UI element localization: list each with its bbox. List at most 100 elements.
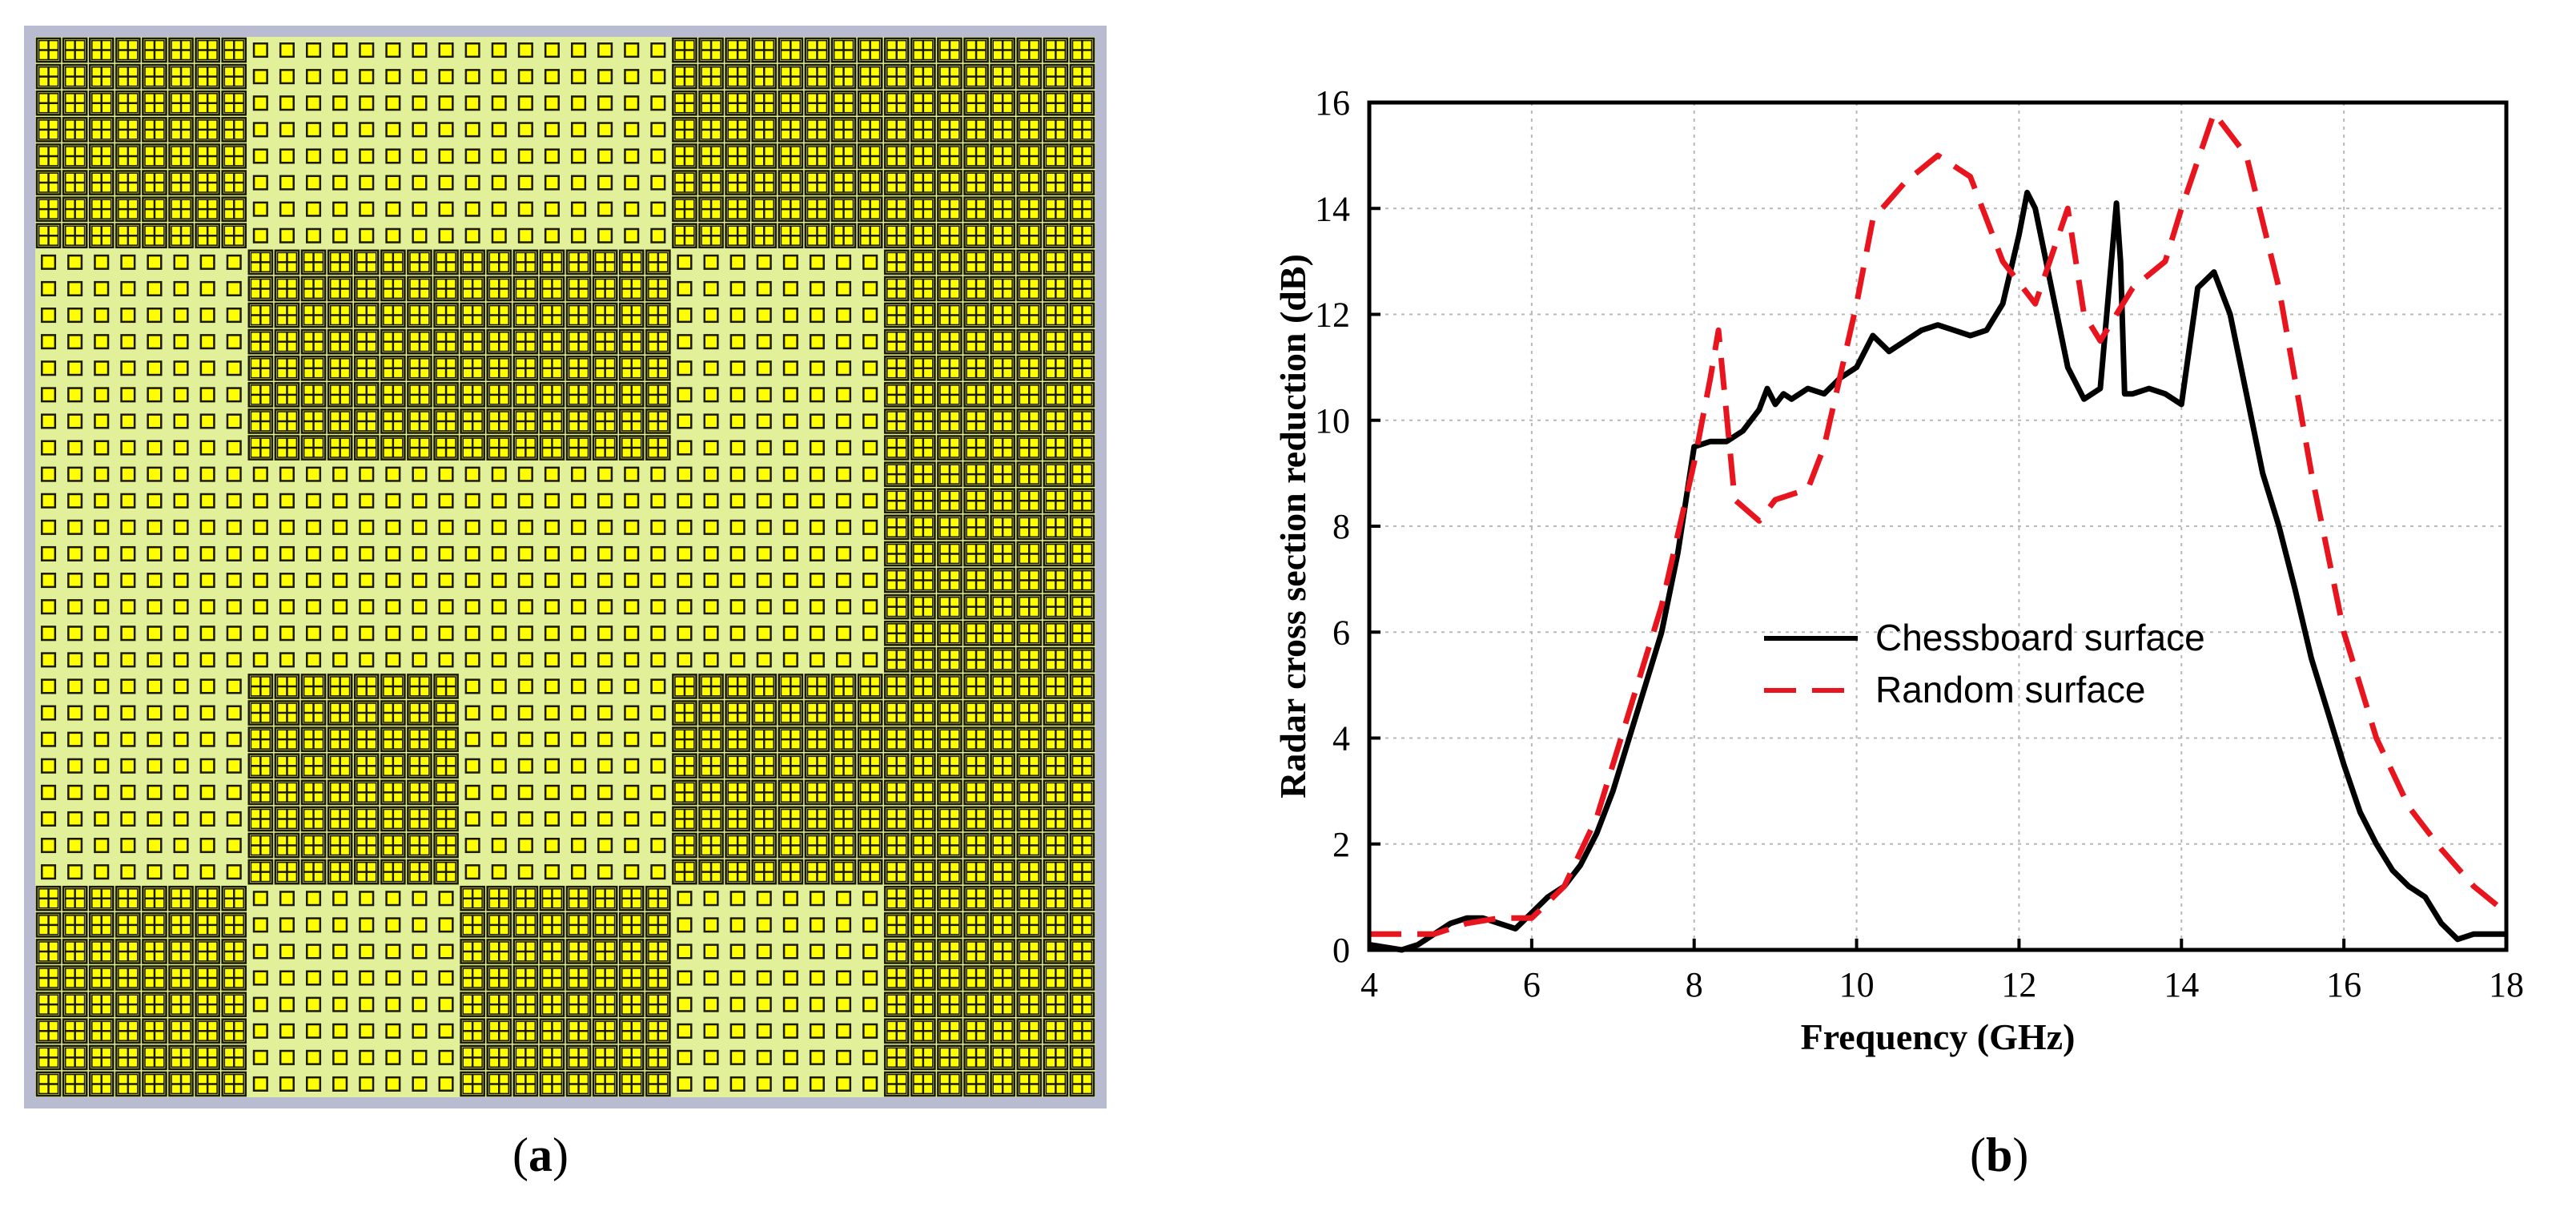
square-patch bbox=[306, 626, 322, 642]
square-patch bbox=[597, 626, 613, 642]
square-patch bbox=[67, 308, 83, 324]
metasurface-svg bbox=[24, 26, 1107, 1108]
square-patch bbox=[306, 519, 322, 535]
square-patch bbox=[756, 1023, 772, 1039]
patch-tile bbox=[677, 254, 878, 456]
square-patch bbox=[306, 891, 322, 907]
square-patch bbox=[41, 626, 57, 642]
square-patch bbox=[199, 599, 215, 615]
square-patch bbox=[438, 917, 454, 933]
square-patch bbox=[385, 122, 401, 138]
square-patch bbox=[67, 652, 83, 668]
square-patch bbox=[597, 175, 613, 191]
square-patch bbox=[464, 864, 480, 880]
square-patch bbox=[226, 280, 242, 296]
square-patch bbox=[703, 1023, 719, 1039]
square-patch bbox=[677, 917, 693, 933]
square-patch bbox=[756, 440, 772, 456]
square-patch bbox=[544, 227, 560, 243]
square-patch bbox=[120, 440, 136, 456]
square-patch bbox=[359, 943, 375, 960]
square-patch bbox=[809, 280, 825, 296]
patch-tile bbox=[464, 466, 666, 668]
square-patch bbox=[809, 545, 825, 561]
square-patch bbox=[173, 573, 189, 589]
square-patch bbox=[226, 545, 242, 561]
square-patch bbox=[677, 466, 693, 482]
square-patch bbox=[650, 838, 666, 854]
square-patch bbox=[332, 917, 348, 933]
square-patch bbox=[252, 917, 268, 933]
square-patch bbox=[279, 42, 295, 58]
square-patch bbox=[41, 864, 57, 880]
square-patch bbox=[729, 996, 745, 1012]
square-patch bbox=[650, 545, 666, 561]
square-patch bbox=[571, 545, 587, 561]
square-patch bbox=[306, 227, 322, 243]
square-patch bbox=[756, 891, 772, 907]
square-patch bbox=[571, 811, 587, 827]
square-patch bbox=[571, 175, 587, 191]
square-patch bbox=[359, 1023, 375, 1039]
square-patch bbox=[385, 626, 401, 642]
square-patch bbox=[517, 731, 533, 747]
square-patch bbox=[544, 69, 560, 85]
square-patch bbox=[862, 519, 878, 535]
series-line-random bbox=[1369, 110, 2509, 937]
square-patch bbox=[252, 227, 268, 243]
x-tick-label: 10 bbox=[1839, 965, 1875, 1004]
y-tick-label: 14 bbox=[1315, 189, 1350, 228]
square-patch bbox=[862, 334, 878, 350]
square-patch bbox=[306, 1023, 322, 1039]
square-patch bbox=[464, 148, 480, 164]
square-patch bbox=[677, 254, 693, 270]
square-patch bbox=[862, 280, 878, 296]
square-patch bbox=[703, 626, 719, 642]
square-patch bbox=[412, 943, 428, 960]
square-patch bbox=[332, 175, 348, 191]
square-patch bbox=[412, 519, 428, 535]
square-patch bbox=[41, 360, 57, 376]
square-patch bbox=[252, 599, 268, 615]
square-patch bbox=[438, 42, 454, 58]
square-patch bbox=[438, 599, 454, 615]
square-patch bbox=[650, 42, 666, 58]
square-patch bbox=[597, 652, 613, 668]
square-patch bbox=[862, 466, 878, 482]
square-patch bbox=[624, 758, 640, 774]
square-patch bbox=[173, 652, 189, 668]
x-tick-label: 18 bbox=[2489, 965, 2524, 1004]
square-patch bbox=[226, 466, 242, 482]
square-patch bbox=[412, 148, 428, 164]
square-patch bbox=[809, 891, 825, 907]
square-patch bbox=[120, 599, 136, 615]
square-patch bbox=[173, 545, 189, 561]
square-patch bbox=[650, 69, 666, 85]
square-patch bbox=[491, 122, 507, 138]
square-patch bbox=[491, 838, 507, 854]
square-patch bbox=[517, 175, 533, 191]
square-patch bbox=[226, 254, 242, 270]
square-patch bbox=[94, 308, 110, 324]
square-patch bbox=[597, 42, 613, 58]
square-patch bbox=[624, 678, 640, 694]
square-patch bbox=[544, 493, 560, 509]
square-patch bbox=[624, 175, 640, 191]
square-patch bbox=[782, 466, 798, 482]
grid-cell-tile bbox=[247, 249, 459, 461]
square-patch bbox=[517, 227, 533, 243]
square-patch bbox=[544, 705, 560, 721]
square-patch bbox=[147, 652, 163, 668]
square-patch bbox=[438, 493, 454, 509]
square-patch bbox=[94, 413, 110, 429]
square-patch bbox=[438, 970, 454, 986]
square-patch bbox=[491, 519, 507, 535]
square-patch bbox=[756, 413, 772, 429]
square-patch bbox=[782, 917, 798, 933]
square-patch bbox=[41, 811, 57, 827]
square-patch bbox=[464, 227, 480, 243]
square-patch bbox=[491, 652, 507, 668]
square-patch bbox=[252, 891, 268, 907]
square-patch bbox=[624, 811, 640, 827]
square-patch bbox=[279, 626, 295, 642]
